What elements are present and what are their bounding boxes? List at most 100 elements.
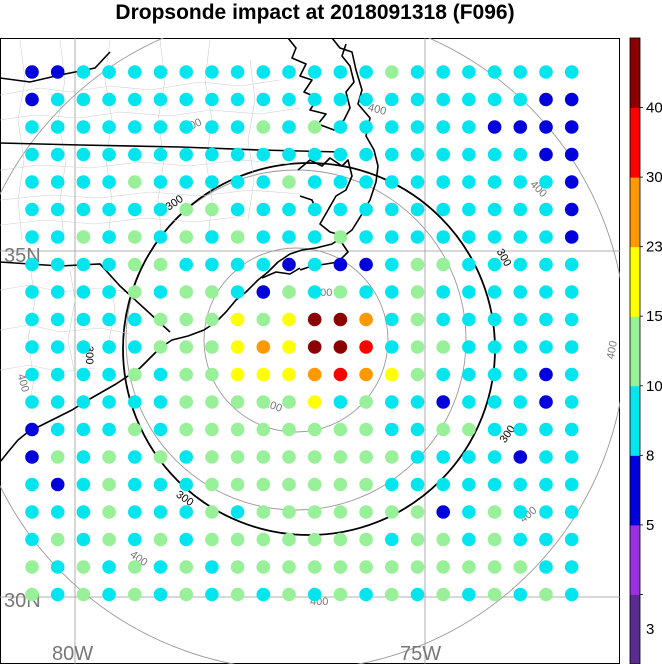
- dropsonde-dot: [513, 477, 528, 492]
- colorbar-tick-label: 23: [646, 239, 662, 256]
- dropsonde-dot: [359, 147, 373, 162]
- dropsonde-dot: [385, 147, 399, 162]
- dropsonde-dot: [462, 257, 476, 272]
- ring-label: 400: [367, 102, 388, 118]
- dropsonde-dot: [385, 560, 399, 574]
- dropsonde-dot: [179, 312, 193, 327]
- dropsonde-dot: [76, 560, 91, 574]
- dropsonde-dot: [128, 560, 142, 574]
- dropsonde-dot: [128, 505, 142, 519]
- dropsonde-dot: [513, 65, 528, 79]
- dropsonde-dot: [230, 340, 245, 354]
- dropsonde-dot: [128, 92, 142, 107]
- dropsonde-dot: [307, 450, 322, 464]
- dropsonde-dot: [307, 367, 322, 382]
- dropsonde-dot: [410, 285, 425, 299]
- dropsonde-dot: [564, 65, 579, 79]
- dropsonde-dot: [230, 395, 245, 409]
- dropsonde-dot: [282, 505, 296, 519]
- dropsonde-dot: [25, 120, 39, 134]
- dropsonde-dot: [307, 560, 322, 574]
- dropsonde-dot: [513, 560, 528, 574]
- dropsonde-dot: [282, 92, 296, 107]
- dropsonde-dot: [205, 120, 219, 134]
- dropsonde-dot: [25, 422, 39, 437]
- dropsonde-dot: [462, 587, 476, 602]
- dropsonde-dot: [359, 587, 373, 602]
- dropsonde-dot: [513, 422, 528, 437]
- dropsonde-dot: [487, 477, 502, 492]
- dropsonde-dot: [282, 257, 296, 272]
- dropsonde-dot: [76, 230, 91, 244]
- dropsonde-dot: [25, 230, 39, 244]
- dropsonde-dot: [385, 505, 399, 519]
- dropsonde-dot: [333, 450, 348, 464]
- dropsonde-dot: [25, 202, 39, 217]
- dropsonde-dot: [179, 395, 193, 409]
- dropsonde-dot: [282, 120, 296, 134]
- dropsonde-dot: [50, 312, 65, 327]
- dropsonde-dot: [564, 340, 579, 354]
- dropsonde-dot: [462, 560, 476, 574]
- colorbar-swatch: [630, 594, 640, 664]
- dropsonde-dot: [76, 587, 91, 602]
- dropsonde-dots: [25, 65, 579, 602]
- dropsonde-dot: [564, 92, 579, 107]
- dropsonde-dot: [410, 120, 425, 134]
- dropsonde-dot: [256, 477, 271, 492]
- dropsonde-dot: [564, 532, 579, 547]
- dropsonde-dot: [50, 65, 65, 79]
- dropsonde-dot: [385, 285, 399, 299]
- dropsonde-dot: [487, 285, 502, 299]
- dropsonde-dot: [179, 340, 193, 354]
- dropsonde-dot: [153, 202, 168, 217]
- dropsonde-dot: [513, 505, 528, 519]
- dropsonde-dot: [359, 65, 373, 79]
- dropsonde-dot: [436, 175, 451, 189]
- page-title: Dropsonde impact at 2018091318 (F096): [115, 1, 515, 24]
- dropsonde-dot: [513, 285, 528, 299]
- dropsonde-dot: [333, 477, 348, 492]
- dropsonde-dot: [50, 367, 65, 382]
- dropsonde-dot: [50, 340, 65, 354]
- dropsonde-dot: [385, 257, 399, 272]
- dropsonde-dot: [76, 147, 91, 162]
- dropsonde-dot: [436, 422, 451, 437]
- colorbar-tick-label: 8: [646, 447, 654, 464]
- dropsonde-dot: [333, 230, 348, 244]
- dropsonde-dot: [333, 65, 348, 79]
- dropsonde-dot: [76, 532, 91, 547]
- dropsonde-dot: [564, 285, 579, 299]
- dropsonde-dot: [230, 505, 245, 519]
- dropsonde-dot: [333, 422, 348, 437]
- dropsonde-dot: [436, 147, 451, 162]
- dropsonde-dot: [487, 92, 502, 107]
- dropsonde-dot: [564, 395, 579, 409]
- colorbar-swatch: [630, 316, 640, 387]
- dropsonde-dot: [436, 367, 451, 382]
- dropsonde-dot: [436, 285, 451, 299]
- dropsonde-dot: [179, 257, 193, 272]
- colorbar-tick-label: 5: [646, 517, 654, 534]
- range-rings-thin: [0, 38, 620, 664]
- dropsonde-dot: [513, 450, 528, 464]
- dropsonde-dot: [307, 147, 322, 162]
- dropsonde-dot: [410, 147, 425, 162]
- dropsonde-dot: [50, 230, 65, 244]
- dropsonde-dot: [410, 257, 425, 272]
- dropsonde-dot: [333, 587, 348, 602]
- dropsonde-dot: [50, 120, 65, 134]
- dropsonde-dot: [513, 175, 528, 189]
- dropsonde-dot: [179, 175, 193, 189]
- dropsonde-dot: [76, 450, 91, 464]
- dropsonde-dot: [539, 587, 553, 602]
- dropsonde-dot: [564, 120, 579, 134]
- dropsonde-dot: [385, 587, 399, 602]
- dropsonde-dot: [487, 367, 502, 382]
- dropsonde-dot: [333, 505, 348, 519]
- dropsonde-dot: [282, 147, 296, 162]
- dropsonde-dot: [205, 367, 219, 382]
- dropsonde-dot: [359, 202, 373, 217]
- dropsonde-dot: [333, 340, 348, 354]
- dropsonde-dot: [307, 395, 322, 409]
